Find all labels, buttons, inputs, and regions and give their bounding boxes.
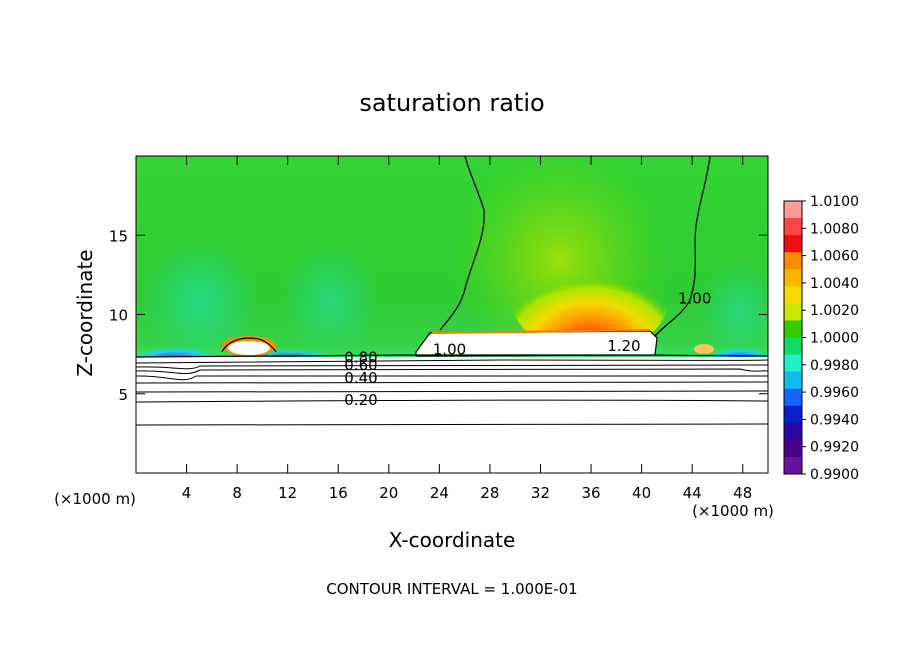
colorbar-label: 0.9900	[810, 467, 859, 483]
colorbar-swatch	[784, 269, 802, 287]
colorbar-label: 1.0080	[810, 221, 859, 237]
contour-label: 0.60	[344, 356, 377, 374]
cloud-patch	[694, 344, 714, 354]
colorbar-swatch	[784, 456, 802, 475]
colorbar-swatch	[784, 439, 802, 458]
contour-interval-note: CONTOUR INTERVAL = 1.000E-01	[326, 580, 577, 598]
x-tick-label: 24	[430, 484, 449, 502]
colorbar-swatch	[784, 286, 802, 304]
colorbar-swatch	[784, 303, 802, 321]
colorbar-label: 0.9960	[810, 385, 859, 401]
colorbar-label: 1.0060	[810, 249, 859, 265]
colorbar-label: 0.9920	[810, 440, 859, 456]
cool-region	[700, 260, 768, 360]
y-tick-label: 10	[109, 307, 128, 325]
contour-label: 1.20	[607, 337, 640, 355]
x-tick-label: 48	[733, 484, 752, 502]
x-tick-label: 12	[278, 484, 297, 502]
x-axis-label: X-coordinate	[389, 528, 516, 552]
colorbar-swatch	[784, 422, 802, 441]
chart-title: saturation ratio	[359, 89, 544, 117]
y-axis-ticks: 5 10 15	[109, 227, 768, 404]
x-axis-ticks: 4 8 12 16 20 24 28 32 36 40 44 48	[182, 156, 752, 502]
colorbar-swatch	[784, 388, 802, 407]
cool-region	[140, 240, 260, 360]
colorbar-label: 1.0020	[810, 303, 859, 319]
x-tick-label: 44	[683, 484, 702, 502]
colorbar-label: 1.0100	[810, 194, 859, 210]
contour-line	[136, 354, 768, 358]
x-tick-label: 32	[531, 484, 550, 502]
colorbar-swatch	[784, 235, 802, 253]
y-tick-label: 15	[109, 227, 128, 245]
contour-line-1.00	[654, 156, 711, 337]
cool-region	[280, 245, 380, 355]
colorbar-label: 0.9940	[810, 412, 859, 428]
cloud-region	[415, 330, 658, 357]
colorbar-label: 0.9980	[810, 358, 859, 374]
colorbar-swatch	[784, 354, 802, 373]
y-tick-label: 5	[118, 386, 128, 404]
colorbar-label: 1.0000	[810, 331, 859, 347]
saturation-maximum	[510, 235, 670, 355]
cloud-patch	[228, 341, 270, 355]
colorbar-swatch	[784, 201, 802, 219]
x-tick-label: 28	[480, 484, 499, 502]
x-tick-label: 8	[232, 484, 242, 502]
colorbar-swatch	[784, 218, 802, 236]
x-tick-label: 20	[379, 484, 398, 502]
colorbar-swatch	[784, 337, 802, 356]
x-tick-label: 36	[581, 484, 600, 502]
x-unit-right: (×1000 m)	[692, 502, 774, 520]
colorbar-label: 1.0040	[810, 276, 859, 292]
contour-line	[136, 399, 768, 403]
x-tick-label: 4	[182, 484, 192, 502]
x-tick-label: 16	[329, 484, 348, 502]
contour-label: 0.20	[344, 391, 377, 409]
cloud-edge	[431, 329, 651, 334]
colorbar-swatch	[784, 405, 802, 424]
y-axis-label: Z-coordinate	[73, 249, 97, 376]
colorbar: 1.0100 1.0080 1.0060 1.0040 1.0020 1.0000 0.99…	[783, 194, 859, 483]
colorbar-swatch	[784, 320, 802, 338]
contour-label: 1.00	[433, 340, 466, 358]
contour-line	[136, 368, 768, 375]
contour-labels: 0.800.600.40 0.20 1.00 1.20 1.00	[344, 290, 711, 409]
contour-line	[221, 337, 277, 353]
colorbar-swatch	[784, 371, 802, 390]
contour-label: 0.80	[344, 348, 377, 366]
contour-line	[136, 359, 768, 364]
x-tick-label: 40	[632, 484, 651, 502]
contour-line	[136, 375, 768, 381]
lower-region	[136, 357, 768, 473]
plot-area	[136, 156, 768, 473]
colorbar-swatch	[784, 252, 802, 270]
contour-label: 0.40	[344, 369, 377, 387]
contour-line-1.00	[439, 156, 485, 331]
contour-label: 1.00	[678, 290, 711, 308]
x-unit-left: (×1000 m)	[54, 490, 136, 508]
